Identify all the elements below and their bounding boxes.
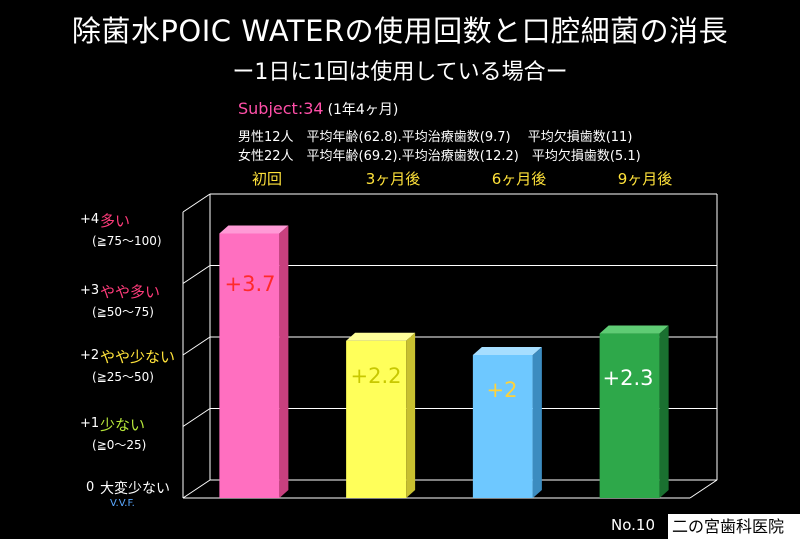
frame-edge: [689, 479, 718, 499]
y-level-0-name: 大変少ない: [100, 481, 170, 497]
bar: [219, 225, 289, 498]
clinic-name: 二の宮歯科医院: [668, 514, 800, 539]
y-level-1-name: 少ない: [100, 416, 146, 434]
bar-front: [346, 340, 407, 498]
category-label-9m: 9ヶ月後: [617, 170, 673, 188]
y-level-4-range: (≧75〜100): [92, 234, 162, 248]
chart-title: 除菌水POIC WATERの使用回数と口腔細菌の消長: [71, 14, 729, 48]
frame-edge: [182, 479, 211, 499]
bar-value-label: +2.2: [350, 364, 402, 388]
gridline: [182, 408, 211, 427]
bar-top: [219, 225, 289, 234]
category-label-6m: 6ヶ月後: [491, 170, 547, 188]
gridline: [182, 265, 211, 284]
y-level-0-range: V.V.F.: [110, 498, 135, 509]
bar-side: [406, 332, 416, 498]
y-level-3-name: やや多い: [100, 283, 161, 301]
bar: [472, 347, 542, 498]
bar-side: [659, 325, 669, 498]
bar-value-label: +2: [486, 378, 518, 402]
category-label-initial: 初回: [251, 170, 282, 188]
y-level-2-range: (≧25〜50): [92, 370, 154, 384]
y-level-0-num: 0: [86, 480, 95, 495]
gridline: [182, 336, 211, 356]
frame-edge: [182, 193, 211, 213]
bar-value-label: +2.3: [602, 366, 654, 390]
bar-front: [472, 355, 533, 498]
female-info: 女性22人 平均年齢(69.2).平均治療歯数(12.2) 平均欠損歯数(5.1…: [238, 149, 641, 164]
bar-top: [472, 347, 542, 355]
bar-side: [532, 347, 542, 498]
bar-value-label: +3.7: [224, 272, 276, 296]
y-level-2-name: やや少ない: [100, 348, 176, 366]
y-level-1-range: (≧0〜25): [92, 438, 147, 452]
bar: [599, 325, 669, 498]
bar-side: [279, 225, 289, 498]
chart-subtitle: ー1日に1回は使用している場合ー: [232, 60, 568, 85]
male-info: 男性12人 平均年齢(62.8).平均治療歯数(9.7) 平均欠損歯数(11): [238, 130, 633, 145]
subject-line: Subject:34 (1年4ヶ月): [238, 99, 398, 119]
subject-note: (1年4ヶ月): [327, 102, 399, 118]
y-level-4-name: 多い: [100, 212, 131, 230]
bar-top: [346, 332, 416, 341]
y-level-4-num: +4: [80, 212, 100, 227]
bar-front: [219, 233, 280, 498]
slide-number: No.10: [611, 516, 655, 534]
y-level-2-num: +2: [80, 348, 100, 363]
bars-group: [219, 225, 669, 498]
y-level-3-range: (≧50〜75): [92, 305, 154, 319]
bar: [346, 332, 416, 498]
y-level-3-num: +3: [80, 283, 100, 298]
y-level-1-num: +1: [80, 416, 100, 431]
subject-label: Subject:34: [238, 99, 324, 118]
bar-top: [599, 325, 669, 334]
bar-front: [599, 333, 660, 498]
category-label-3m: 3ヶ月後: [365, 170, 421, 188]
